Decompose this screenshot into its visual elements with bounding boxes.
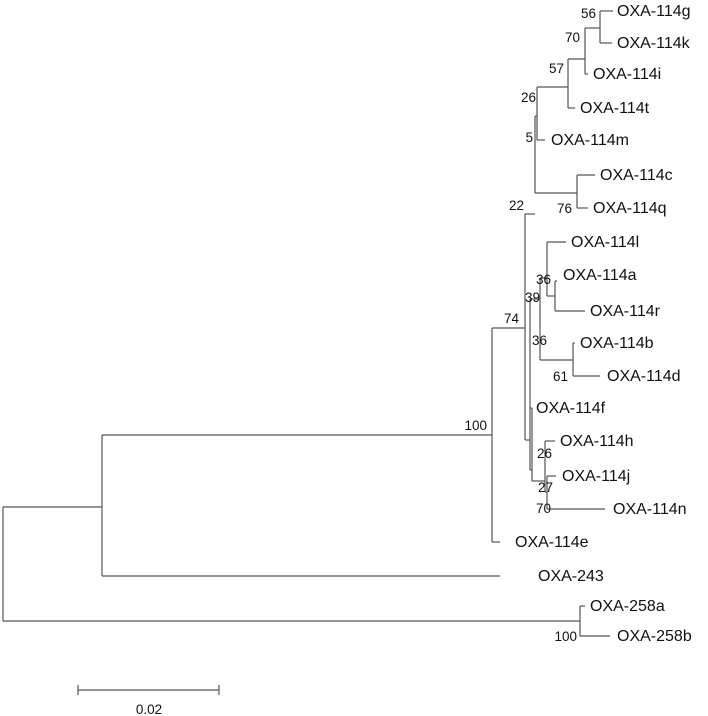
leaf-label-oxa-114n: OXA-114n: [613, 501, 687, 518]
leaf-label-oxa-114h: OXA-114h: [560, 433, 634, 450]
leaf-label-oxa-114f: OXA-114f: [536, 400, 606, 417]
leaf-label-oxa-114r: OXA-114r: [590, 303, 661, 320]
leaf-label-oxa-114b: OXA-114b: [580, 335, 654, 352]
support-value-bd: 61: [553, 369, 568, 384]
support-value-cq: 76: [557, 201, 572, 216]
leaf-label-oxa-114i: OXA-114i: [593, 66, 661, 83]
leaf-label-oxa-114m: OXA-114m: [551, 132, 629, 149]
support-value-fhjn: 26: [537, 446, 552, 461]
support-value-gkit: 57: [549, 61, 564, 76]
support-value-gki: 70: [565, 30, 580, 45]
leaf-label-oxa-114t: OXA-114t: [580, 100, 650, 117]
support-value-ingroup-top: 22: [509, 198, 524, 213]
leaf-label-oxa-114g: OXA-114g: [617, 3, 691, 20]
scale-bar: 0.02: [77, 685, 220, 716]
leaf-label-oxa-114q: OXA-114q: [593, 200, 667, 217]
leaf-label-oxa-114a: OXA-114a: [563, 267, 637, 284]
scale-bar-label: 0.02: [136, 702, 162, 716]
leaf-label-oxa-114d: OXA-114d: [607, 368, 681, 385]
support-value-oxa114: 100: [464, 418, 487, 433]
support-value-upper: 26: [521, 90, 536, 105]
support-value-gk: 56: [581, 6, 596, 21]
support-value-lar: 39: [525, 290, 540, 305]
leaf-label-oxa-258a: OXA-258a: [590, 598, 665, 615]
leaf-label-oxa-114c: OXA-114c: [600, 167, 673, 184]
support-value-ingroup: 74: [504, 311, 520, 326]
support-value-gkitm: 5: [525, 130, 533, 145]
support-value-ar: 36: [536, 272, 551, 287]
leaf-labels: OXA-114g OXA-114k OXA-114i OXA-114t OXA-…: [515, 3, 692, 645]
tree-branches: [2, 10, 613, 637]
leaf-label-oxa-114e: OXA-114e: [515, 534, 589, 551]
leaf-label-oxa-243: OXA-243: [538, 568, 604, 585]
support-value-oxa258: 100: [554, 629, 577, 644]
support-value-mid: 36: [532, 333, 547, 348]
support-value-jn: 70: [536, 501, 551, 516]
support-value-hjn: 27: [538, 480, 553, 495]
leaf-label-oxa-114j: OXA-114j: [562, 468, 630, 485]
leaf-label-oxa-258b: OXA-258b: [617, 628, 692, 645]
leaf-label-oxa-114l: OXA-114l: [571, 234, 639, 251]
leaf-label-oxa-114k: OXA-114k: [617, 35, 691, 52]
support-values: 56 70 57 5 26 76 22 36 39 61 36 74 26 27…: [464, 6, 596, 644]
